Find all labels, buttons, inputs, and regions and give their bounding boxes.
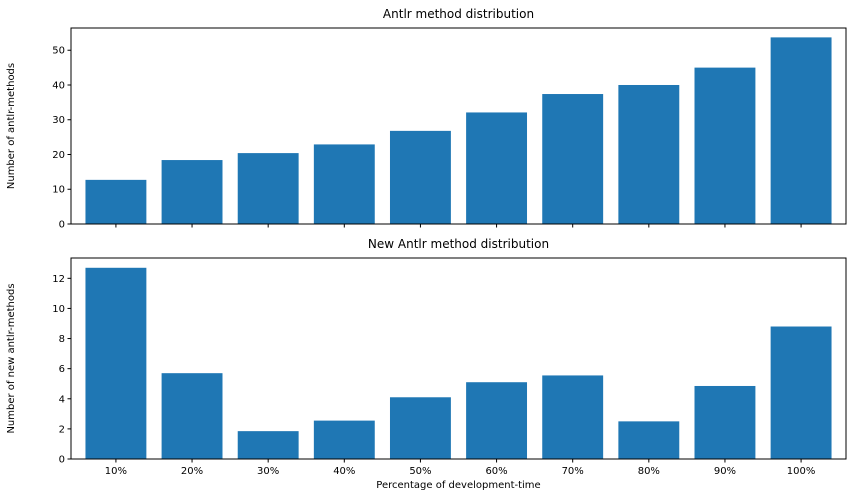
bar-70pct (542, 94, 604, 224)
axes-frame (70, 257, 847, 460)
x-tick-label: 90% (714, 466, 736, 477)
bottom-panel: 10% 20% 30% 40% 50% 60% 70% 80% 90% 100% 0 2 4 6 8 10 12… (6, 237, 847, 491)
bar-30pct (237, 153, 299, 224)
bar-20pct (161, 373, 223, 459)
x-tick-label: 50% (409, 466, 431, 477)
bar-60pct (466, 112, 528, 224)
top-panel: 0 10 20 30 40 50 Antlr method distribution Numb… (6, 7, 847, 231)
axes-frame (70, 27, 847, 225)
x-tick-label: 100% (787, 466, 816, 477)
bar-50pct (389, 397, 451, 459)
y-tick-label: 6 (59, 364, 65, 375)
y-axis-label: Number of antlr-methods (6, 63, 17, 189)
y-axis-label: Number of new antlr-methods (6, 283, 17, 433)
bar-40pct (313, 144, 375, 224)
x-tick-label: 80% (638, 466, 660, 477)
y-tick-label: 10 (52, 304, 65, 315)
x-tick-label: 10% (105, 466, 127, 477)
bar-60pct (466, 382, 528, 459)
y-tick-label: 8 (59, 334, 65, 345)
bar-40pct (313, 420, 375, 459)
y-tick-label: 50 (52, 46, 65, 57)
bar-100pct (770, 326, 832, 459)
chart-title: New Antlr method distribution (368, 237, 549, 251)
bar-80pct (618, 421, 680, 459)
y-tick-label: 30 (52, 115, 65, 126)
bar-90pct (694, 385, 756, 459)
y-tick-label: 4 (59, 394, 65, 405)
bar-70pct (542, 375, 604, 459)
x-tick-label: 30% (257, 466, 279, 477)
bar-30pct (237, 431, 299, 459)
bar-80pct (618, 84, 680, 224)
x-tick-label: 70% (562, 466, 584, 477)
x-tick-label: 60% (485, 466, 507, 477)
y-tick-label: 10 (52, 185, 65, 196)
y-tick-label: 2 (59, 424, 65, 435)
bar-100pct (770, 37, 832, 224)
x-tick-label: 40% (333, 466, 355, 477)
bar-20pct (161, 160, 223, 224)
bar-10pct (85, 267, 147, 459)
x-axis-label: Percentage of development-time (376, 480, 540, 491)
bar-90pct (694, 67, 756, 224)
x-tick-label: 20% (181, 466, 203, 477)
y-tick-label: 12 (52, 274, 65, 285)
y-tick-label: 0 (59, 455, 65, 466)
bar-10pct (85, 179, 147, 224)
bar-50pct (389, 130, 451, 224)
chart-title: Antlr method distribution (383, 7, 534, 21)
y-tick-label: 40 (52, 80, 65, 91)
y-tick-label: 0 (59, 220, 65, 231)
y-tick-label: 20 (52, 150, 65, 161)
